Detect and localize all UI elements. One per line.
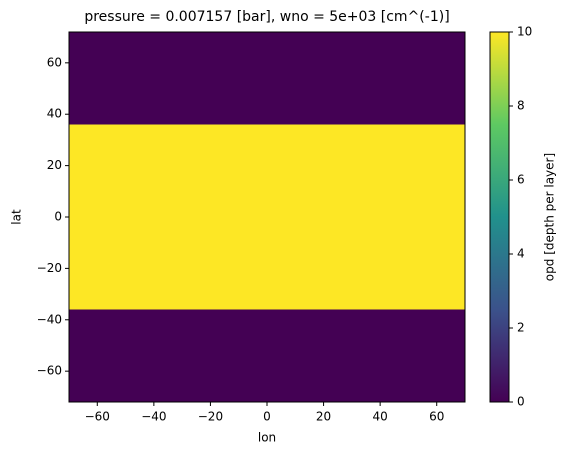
colorbar-label: opd [depth per layer] xyxy=(543,153,557,281)
x-tick-label: 40 xyxy=(373,410,388,424)
heatmap-cell xyxy=(69,124,465,310)
x-tick-label: −20 xyxy=(198,410,223,424)
chart-title: pressure = 0.007157 [bar], wno = 5e+03 [… xyxy=(84,9,449,25)
y-tick-label: 0 xyxy=(54,210,62,224)
colorbar-tick-label: 8 xyxy=(517,99,525,113)
x-tick-label: 20 xyxy=(316,410,331,424)
colorbar xyxy=(489,31,510,403)
y-tick-label: −60 xyxy=(37,364,62,378)
y-tick-label: 40 xyxy=(47,107,62,121)
x-tick-label: 0 xyxy=(263,410,271,424)
colorbar-tick-label: 0 xyxy=(517,395,525,409)
x-axis-label: lon xyxy=(258,431,276,445)
colorbar-tick-label: 6 xyxy=(517,173,525,187)
colorbar-tick-label: 2 xyxy=(517,321,525,335)
x-tick-label: −60 xyxy=(85,410,110,424)
y-tick-label: 20 xyxy=(47,158,62,172)
heatmap-cell xyxy=(69,32,465,125)
y-tick-label: −40 xyxy=(37,312,62,326)
x-tick-label: −40 xyxy=(141,410,166,424)
y-tick-label: 60 xyxy=(47,55,62,69)
heatmap-cell xyxy=(69,309,465,402)
x-tick-label: 60 xyxy=(429,410,444,424)
colorbar-tick-label: 10 xyxy=(517,25,532,39)
colorbar-tick-label: 4 xyxy=(517,247,525,261)
y-axis-label: lat xyxy=(10,209,24,225)
y-tick-label: −20 xyxy=(37,261,62,275)
